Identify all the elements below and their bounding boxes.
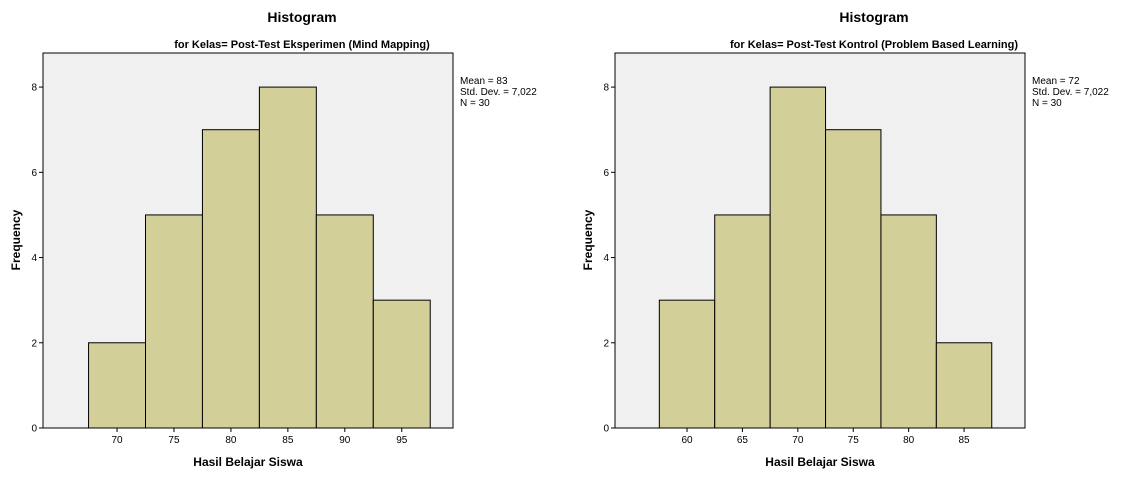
y-tick-label: 0	[603, 424, 609, 435]
y-tick-label: 6	[603, 168, 609, 179]
histogram-bar	[258, 86, 317, 429]
y-tick-label: 0	[31, 424, 37, 435]
stat-mean: Mean = 83	[460, 76, 508, 87]
histogram-bar	[315, 214, 374, 429]
x-tick-label: 85	[958, 435, 970, 446]
histogram-bar	[880, 214, 937, 429]
y-axis-label: Frequency	[581, 209, 595, 270]
x-tick-label: 65	[737, 435, 749, 446]
histogram-bar	[769, 86, 827, 429]
y-tick-label: 2	[603, 338, 609, 349]
histogram-bar	[825, 129, 882, 429]
histogram-bar	[372, 299, 431, 429]
y-tick-label: 4	[31, 253, 37, 264]
x-tick-label: 90	[339, 435, 351, 446]
stat-std-dev: Std. Dev. = 7,022	[1032, 87, 1109, 98]
x-tick-label: 70	[792, 435, 804, 446]
y-axis-label: Frequency	[9, 209, 23, 270]
statistics-legend: Mean = 83 Std. Dev. = 7,022 N = 30	[460, 76, 537, 109]
x-tick-label: 60	[681, 435, 693, 446]
x-tick-label: 85	[282, 435, 294, 446]
histogram-bar	[714, 214, 771, 429]
x-axis-ticks: 60 65 70 75 80 85	[681, 428, 970, 446]
x-tick-label: 75	[848, 435, 860, 446]
stat-std-dev: Std. Dev. = 7,022	[460, 87, 537, 98]
statistics-legend: Mean = 72 Std. Dev. = 7,022 N = 30	[1032, 76, 1109, 109]
histogram-bar	[88, 342, 146, 429]
chart-svg: Histogram for Kelas= Post-Test Eksperime…	[9, 9, 537, 469]
y-tick-label: 4	[603, 253, 609, 264]
chart-subtitle: for Kelas= Post-Test Eksperimen (Mind Ma…	[174, 39, 430, 51]
y-tick-label: 2	[31, 338, 37, 349]
bars	[88, 86, 431, 429]
y-axis-ticks: 0 2 4 6 8	[603, 83, 615, 435]
bars	[658, 86, 993, 429]
chart-subtitle: for Kelas= Post-Test Kontrol (Problem Ba…	[730, 39, 1018, 51]
stat-mean: Mean = 72	[1032, 76, 1080, 87]
y-tick-label: 8	[31, 83, 37, 94]
histogram-bar	[145, 214, 203, 429]
x-axis-ticks: 70 75 80 85 90 95	[111, 428, 408, 446]
histogram-eksperimen: Histogram for Kelas= Post-Test Eksperime…	[0, 0, 553, 478]
stat-n: N = 30	[1032, 98, 1062, 109]
chart-title: Histogram	[839, 9, 908, 25]
chart-svg: Histogram for Kelas= Post-Test Kontrol (…	[581, 9, 1109, 469]
x-tick-label: 80	[225, 435, 237, 446]
x-tick-label: 75	[168, 435, 180, 446]
x-tick-label: 95	[396, 435, 408, 446]
histogram-bar	[935, 342, 993, 429]
y-axis-ticks: 0 2 4 6 8	[31, 83, 43, 435]
chart-title: Histogram	[267, 9, 336, 25]
stat-n: N = 30	[460, 98, 490, 109]
x-tick-label: 70	[111, 435, 123, 446]
y-tick-label: 6	[31, 168, 37, 179]
histogram-kontrol: Histogram for Kelas= Post-Test Kontrol (…	[572, 0, 1125, 478]
x-axis-label: Hasil Belajar Siswa	[193, 455, 303, 469]
y-tick-label: 8	[603, 83, 609, 94]
histogram-bar	[201, 129, 260, 429]
x-axis-label: Hasil Belajar Siswa	[765, 455, 875, 469]
histogram-bar	[658, 299, 716, 429]
x-tick-label: 80	[903, 435, 915, 446]
